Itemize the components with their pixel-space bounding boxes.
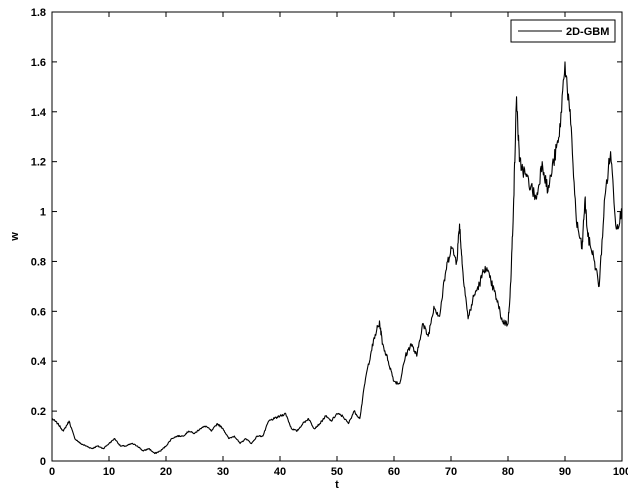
series-line-2d-gbm <box>51 61 623 455</box>
y-tick-label: 1.8 <box>31 7 46 19</box>
x-tick-label: 90 <box>559 466 571 478</box>
y-tick-label: 0 <box>40 456 46 468</box>
legend-box <box>510 19 616 43</box>
series-layer <box>51 61 623 455</box>
y-axis-label: w <box>9 232 21 242</box>
y-tick-label: 1 <box>40 207 46 219</box>
y-tick-label: 0.8 <box>31 256 46 268</box>
y-tick-label: 0.6 <box>31 306 46 318</box>
y-tick-label: 1.2 <box>31 157 46 169</box>
x-tick-label: 30 <box>217 466 229 478</box>
y-axis: 0 0.2 0.4 0.6 0.8 1 1.2 1.4 1.6 1.8 <box>31 7 622 468</box>
x-tick-label: 60 <box>388 466 400 478</box>
legend: 2D-GBM <box>510 19 616 43</box>
x-axis-label: t <box>335 479 339 490</box>
y-tick-label: 1.6 <box>31 57 46 69</box>
plot-area-frame <box>51 11 623 462</box>
y-tick-label: 0.2 <box>31 406 46 418</box>
x-tick-label: 100 <box>613 466 628 478</box>
x-tick-label: 50 <box>331 466 343 478</box>
x-tick-label: 20 <box>160 466 172 478</box>
x-tick-label: 10 <box>103 466 115 478</box>
y-tick-label: 1.4 <box>31 107 47 119</box>
x-tick-label: 80 <box>502 466 514 478</box>
x-tick-label: 0 <box>49 466 55 478</box>
x-tick-label: 70 <box>445 466 457 478</box>
y-tick-label: 0.4 <box>31 356 47 368</box>
legend-entry-label: 2D-GBM <box>566 26 609 38</box>
x-axis: 0 10 20 30 40 50 60 70 80 90 100 <box>49 12 628 478</box>
x-tick-label: 40 <box>274 466 286 478</box>
